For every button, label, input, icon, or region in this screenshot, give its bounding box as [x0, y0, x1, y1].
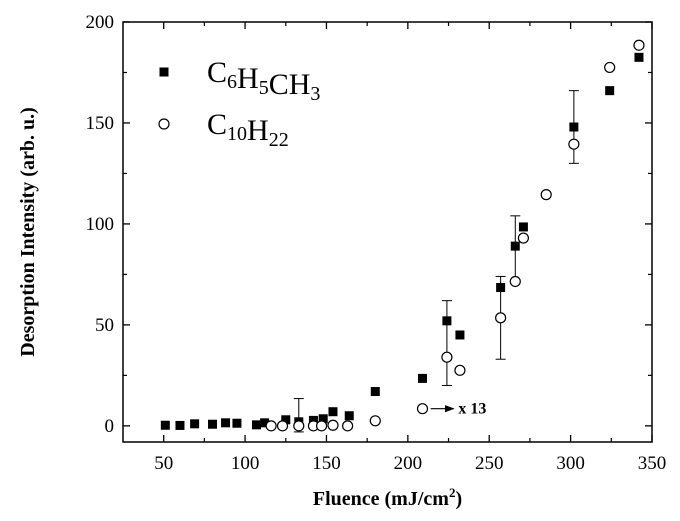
x-tick-label: 50 — [154, 453, 173, 474]
y-axis: 0 50 100 150 200 — [86, 12, 652, 437]
circle-point — [342, 420, 354, 432]
square-point — [442, 316, 452, 326]
x-tick-label: 250 — [475, 453, 504, 474]
circle-point — [265, 420, 277, 432]
square-point — [281, 415, 291, 425]
square-point — [318, 414, 328, 424]
x-tick-label: 300 — [556, 453, 585, 474]
circle-point — [540, 189, 552, 201]
series-decane — [265, 39, 645, 432]
square-point — [190, 419, 200, 429]
square-point — [605, 86, 615, 96]
square-point — [455, 330, 465, 340]
circle-point — [293, 420, 305, 432]
plot-frame — [122, 21, 653, 443]
square-point — [175, 420, 185, 430]
square-point — [251, 420, 261, 430]
x-tick-label: 350 — [638, 453, 667, 474]
circle-point — [369, 415, 381, 427]
square-point — [208, 419, 218, 429]
square-point — [344, 411, 354, 421]
y-tick-label: 0 — [105, 416, 115, 437]
annotation: x 13 — [430, 401, 486, 418]
legend-circle-marker — [158, 118, 170, 130]
square-point — [370, 387, 380, 397]
circle-point — [315, 420, 328, 432]
legend-label-decane: C10H22 — [207, 108, 289, 151]
legend-square-marker — [159, 67, 169, 77]
x-tick-label: 100 — [231, 453, 260, 474]
series-toluene — [160, 52, 644, 430]
error-bars — [293, 90, 579, 433]
square-point — [510, 241, 520, 251]
square-point — [569, 122, 579, 132]
circle-point — [416, 403, 429, 415]
circle-point — [495, 312, 507, 324]
x-axis-title: Fluence (mJ/cm2) — [313, 485, 462, 510]
x-axis: 50 100 150 200 250 300 350 — [154, 22, 666, 474]
square-point — [260, 418, 270, 428]
square-point — [496, 283, 506, 293]
x-tick-label: 150 — [312, 453, 341, 474]
y-axis-title: Desorption Intensity (arb. u.) — [17, 107, 39, 356]
circle-point — [568, 138, 580, 150]
x-tick-label: 200 — [394, 453, 423, 474]
square-point — [221, 418, 231, 428]
circle-point — [441, 351, 453, 363]
circle-point — [604, 61, 616, 74]
y-tick-label: 50 — [95, 315, 114, 336]
circle-point — [509, 275, 521, 288]
square-point — [160, 420, 170, 430]
square-point — [518, 222, 528, 232]
y-tick-label: 150 — [86, 113, 115, 134]
annotation-label: x 13 — [458, 401, 486, 418]
square-point — [328, 407, 338, 417]
circle-point — [276, 420, 289, 432]
circle-point — [454, 364, 466, 376]
circle-point — [633, 39, 645, 51]
square-point — [417, 373, 427, 383]
y-tick-label: 100 — [86, 214, 115, 235]
square-point — [232, 418, 242, 428]
legend-label-toluene: C6H5CH3 — [207, 56, 320, 105]
data-points — [160, 39, 645, 432]
square-point — [634, 52, 644, 62]
circle-point — [517, 232, 530, 244]
y-tick-label: 200 — [86, 12, 115, 33]
plot-area-border — [122, 21, 653, 443]
circle-point — [327, 419, 339, 431]
